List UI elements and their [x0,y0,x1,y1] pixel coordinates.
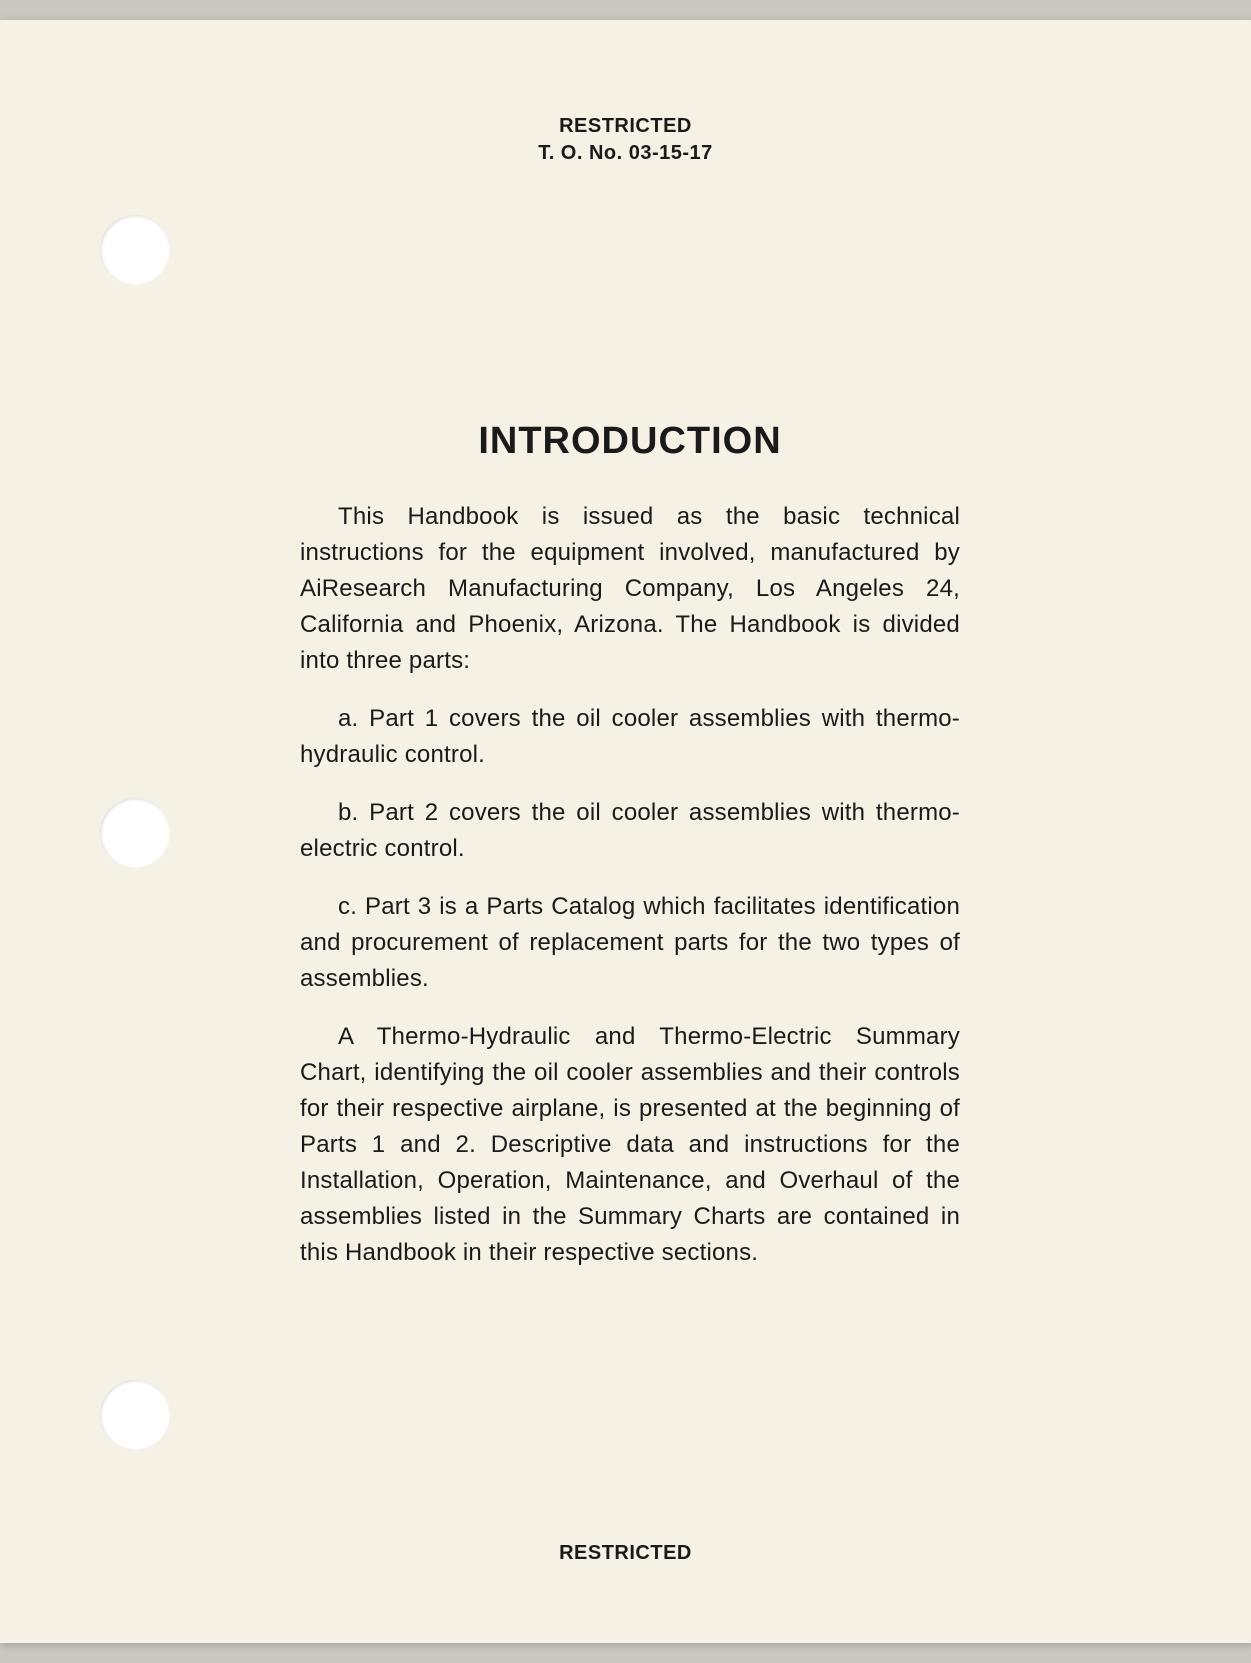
classification-bottom: RESTRICTED [0,1542,1251,1565]
document-number: T. O. No. 03-15-17 [0,142,1251,165]
paragraph-a: a. Part 1 covers the oil cooler assembli… [300,701,960,773]
paragraph-intro: This Handbook is issued as the basic tec… [300,499,960,679]
page-header: RESTRICTED T. O. No. 03-15-17 [0,115,1251,165]
punch-hole [100,798,170,868]
paragraph-c: c. Part 3 is a Parts Catalog which facil… [300,889,960,997]
paragraph-summary: A Thermo-Hydraulic and Thermo-Electric S… [300,1019,960,1271]
content-block: INTRODUCTION This Handbook is issued as … [300,420,960,1293]
section-title: INTRODUCTION [300,420,960,463]
punch-hole [100,215,170,285]
classification-top: RESTRICTED [0,115,1251,138]
document-page: RESTRICTED T. O. No. 03-15-17 INTRODUCTI… [0,20,1251,1643]
paragraph-b: b. Part 2 covers the oil cooler assembli… [300,795,960,867]
punch-hole [100,1380,170,1450]
